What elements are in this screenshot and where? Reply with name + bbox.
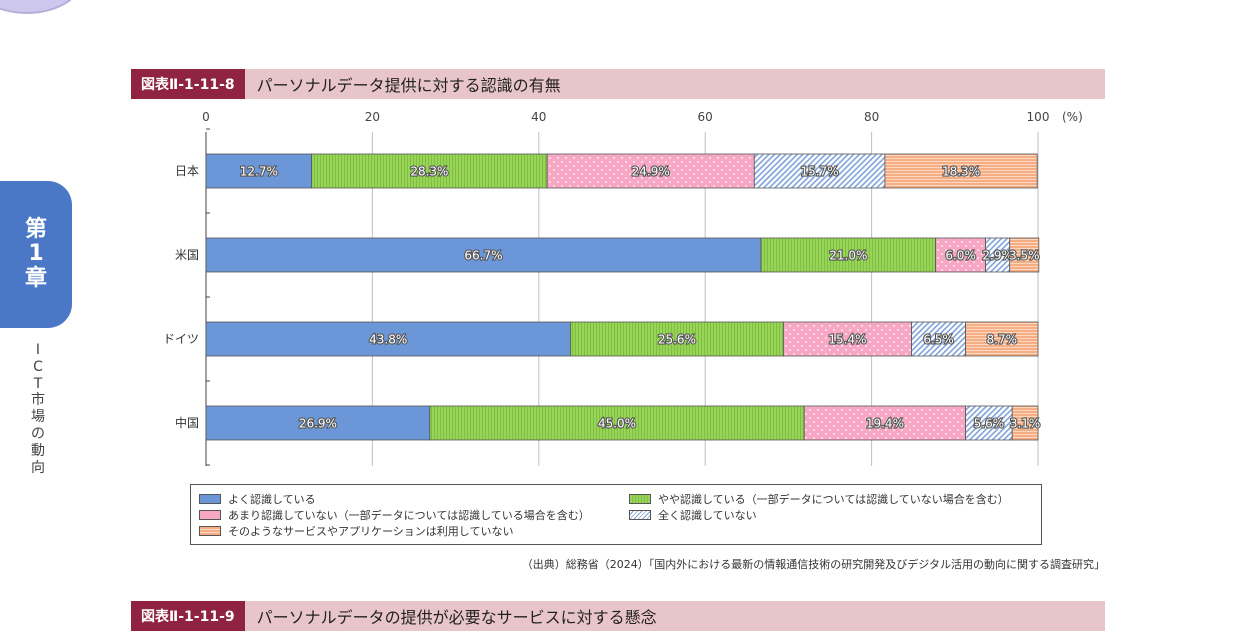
chapter-subtitle-char: I	[35, 342, 41, 358]
category-label: ドイツ	[163, 332, 199, 346]
data-label: 15.4%	[828, 333, 866, 347]
bar-segment	[753, 153, 886, 189]
category-label: 日本	[175, 164, 199, 178]
category-label: 中国	[175, 415, 199, 430]
data-label: 26.9%	[299, 417, 337, 431]
bar-segment	[311, 153, 548, 189]
data-label: 28.3%	[410, 165, 448, 179]
bar-segment	[965, 321, 1039, 357]
bar-segment	[760, 237, 937, 273]
chapter-tab-char: 章	[24, 265, 47, 291]
legend-label: やや認識している（一部データについては認識していない場合を含む）	[658, 493, 1009, 506]
bar-segment	[985, 237, 1011, 273]
figure-number: 図表Ⅱ-1-11-9	[131, 601, 245, 631]
legend-label: あまり認識していない（一部データについては認識している場合を含む）	[228, 509, 590, 522]
legend-swatch	[629, 494, 651, 504]
chapter-tab[interactable]: 第 1 章	[0, 181, 72, 328]
stacked-bar-chart: 0 20 40 60 80 100 (%) 日本 12.7% 28.3% 24.9% 15.7% 18.…	[163, 110, 1083, 466]
bar-segment	[546, 153, 755, 189]
figure-header: 図表Ⅱ-1-11-8 パーソナルデータ提供に対する認識の有無	[131, 69, 1105, 99]
legend-swatch	[199, 494, 221, 504]
bar-segment	[783, 321, 912, 357]
data-label: 6.0%	[945, 249, 976, 263]
legend-item: やや認識している（一部データについては認識していない場合を含む）	[629, 491, 1009, 507]
next-figure-header: 図表Ⅱ-1-11-9 パーソナルデータの提供が必要なサービスに対する懸念	[131, 601, 1105, 631]
data-label: 43.8%	[369, 333, 407, 347]
data-label: 24.9%	[632, 165, 670, 179]
bar-segment	[935, 237, 986, 273]
data-label: 25.6%	[658, 333, 696, 347]
chapter-tab-char: 1	[28, 241, 44, 267]
legend-swatch	[199, 526, 221, 536]
chapter-subtitle-char: 場	[31, 409, 45, 426]
legend-item: あまり認識していない（一部データについては認識している場合を含む）	[199, 507, 590, 523]
bar-segment	[205, 321, 571, 357]
figure-title: パーソナルデータ提供に対する認識の有無	[256, 76, 561, 95]
legend-label: 全く認識していない	[658, 509, 757, 522]
bar-segment	[205, 153, 313, 189]
chapter-subtitle-char: T	[33, 375, 43, 392]
data-label: 3.5%	[1009, 249, 1040, 263]
legend-swatch	[199, 510, 221, 520]
chapter-subtitle-char: の	[31, 425, 45, 442]
source-note: （出典）総務省（2024）「国内外における最新の情報通信技術の研究開発及びデジタ…	[521, 558, 1105, 571]
figure-title: パーソナルデータの提供が必要なサービスに対する懸念	[256, 608, 657, 627]
x-unit-label: (%)	[1062, 110, 1083, 124]
x-tick-label: 60	[698, 110, 713, 124]
bar-segment	[570, 321, 784, 357]
x-tick-label: 0	[202, 110, 210, 124]
legend-label: そのようなサービスやアプリケーションは利用していない	[228, 525, 514, 538]
bar-segment	[1011, 405, 1039, 441]
data-label: 12.7%	[240, 165, 278, 179]
bar-segment	[803, 405, 967, 441]
data-label: 6.5%	[923, 333, 954, 347]
data-label: 8.7%	[987, 333, 1018, 347]
x-tick-label: 80	[864, 110, 879, 124]
data-label: 66.7%	[464, 249, 502, 263]
bar-segment	[429, 405, 805, 441]
chapter-subtitle-char: 市	[31, 392, 45, 409]
x-tick-label: 20	[365, 110, 380, 124]
bar-segment	[884, 153, 1038, 189]
chapter-subtitle-char: 向	[31, 459, 45, 476]
chapter-subtitle-char: C	[33, 358, 43, 375]
legend-swatch	[629, 510, 651, 520]
chapter-tab-char: 第	[24, 217, 47, 243]
data-label: 45.0%	[598, 417, 636, 431]
figure-number: 図表Ⅱ-1-11-8	[131, 69, 245, 99]
data-label: 5.6%	[974, 417, 1005, 431]
data-label: 19.4%	[866, 417, 904, 431]
chart-legend: よく認識している やや認識している（一部データについては認識していない場合を含む…	[190, 484, 1042, 545]
data-label: 2.9%	[982, 249, 1013, 263]
bar-segment	[205, 237, 762, 273]
data-label: 21.0%	[829, 249, 867, 263]
data-label: 3.1%	[1010, 417, 1041, 431]
chapter-subtitle-char: 動	[31, 442, 45, 459]
legend-item: そのようなサービスやアプリケーションは利用していない	[199, 523, 513, 539]
x-tick-label: 100	[1027, 110, 1050, 124]
legend-label: よく認識している	[228, 493, 316, 506]
data-label: 18.3%	[942, 165, 980, 179]
chapter-subtitle: I C T 市 場 の 動 向	[28, 342, 48, 476]
bar-segment	[965, 405, 1013, 441]
legend-item: よく認識している	[199, 491, 316, 507]
category-label: 米国	[175, 248, 199, 262]
bar-segment	[1009, 237, 1040, 273]
data-label: 15.7%	[801, 165, 839, 179]
x-tick-label: 40	[531, 110, 546, 124]
legend-item: 全く認識していない	[629, 507, 757, 523]
